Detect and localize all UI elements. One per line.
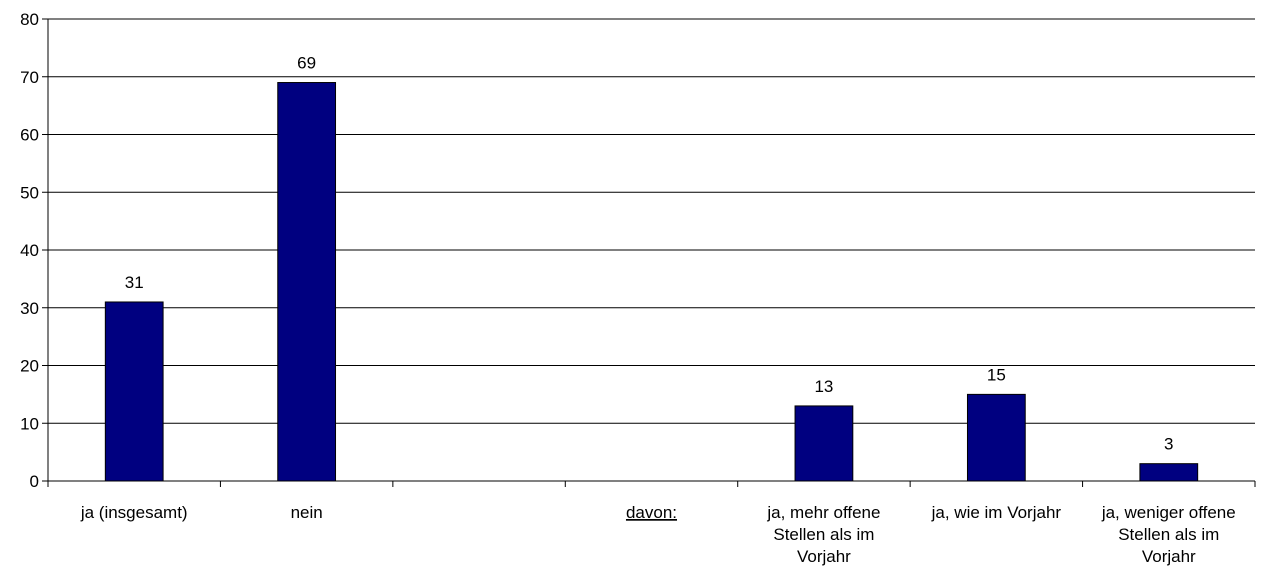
- x-category-label: ja, wie im Vorjahr: [931, 503, 1062, 522]
- data-label: 69: [297, 54, 316, 73]
- x-category-label-line: ja, weniger offene: [1101, 503, 1236, 522]
- x-category-label-line: ja, mehr offene: [766, 503, 880, 522]
- x-category-labels: ja (insgesamt) nein davon: ja, mehr offene S…: [80, 503, 1236, 566]
- bar: [1139, 463, 1199, 482]
- x-category-label-line: ja, wie im Vorjahr: [931, 503, 1062, 522]
- x-category-label: davon:: [626, 503, 677, 522]
- x-category-label-line: davon:: [626, 503, 677, 522]
- y-tick-label: 80: [20, 10, 39, 29]
- gridlines: [48, 18, 1255, 424]
- data-label: 31: [125, 273, 144, 292]
- x-category-label-line: Stellen als im: [1118, 525, 1219, 544]
- bar: [277, 82, 337, 482]
- bar: [966, 393, 1026, 482]
- x-category-label-line: Vorjahr: [797, 547, 851, 566]
- y-tick-label: 10: [20, 414, 39, 433]
- y-tick-label: 70: [20, 68, 39, 87]
- y-tick-label: 0: [30, 472, 39, 491]
- x-category-label: ja, weniger offene Stellen als im Vorjahr: [1101, 503, 1236, 566]
- bars: [104, 82, 1199, 482]
- x-category-label: ja, mehr offene Stellen als im Vorjahr: [766, 503, 880, 566]
- y-tick-label: 40: [20, 241, 39, 260]
- x-category-label-line: Vorjahr: [1142, 547, 1196, 566]
- data-label: 3: [1164, 435, 1173, 454]
- data-label: 15: [987, 365, 1006, 384]
- bar: [794, 405, 854, 482]
- y-tick-label: 30: [20, 299, 39, 318]
- y-tick-label: 50: [20, 183, 39, 202]
- y-tick-labels: 0 10 20 30 40 50 60 70 80: [20, 10, 39, 491]
- data-labels: 31 69 13 15 3: [125, 54, 1174, 454]
- bar: [104, 301, 164, 482]
- x-category-label: nein: [291, 503, 323, 522]
- x-category-label-line: ja (insgesamt): [80, 503, 188, 522]
- x-category-label: ja (insgesamt): [80, 503, 188, 522]
- x-category-label-line: Stellen als im: [773, 525, 874, 544]
- axes: [42, 18, 1256, 487]
- y-tick-label: 60: [20, 126, 39, 145]
- x-category-label-line: nein: [291, 503, 323, 522]
- data-label: 13: [814, 377, 833, 396]
- y-tick-label: 20: [20, 357, 39, 376]
